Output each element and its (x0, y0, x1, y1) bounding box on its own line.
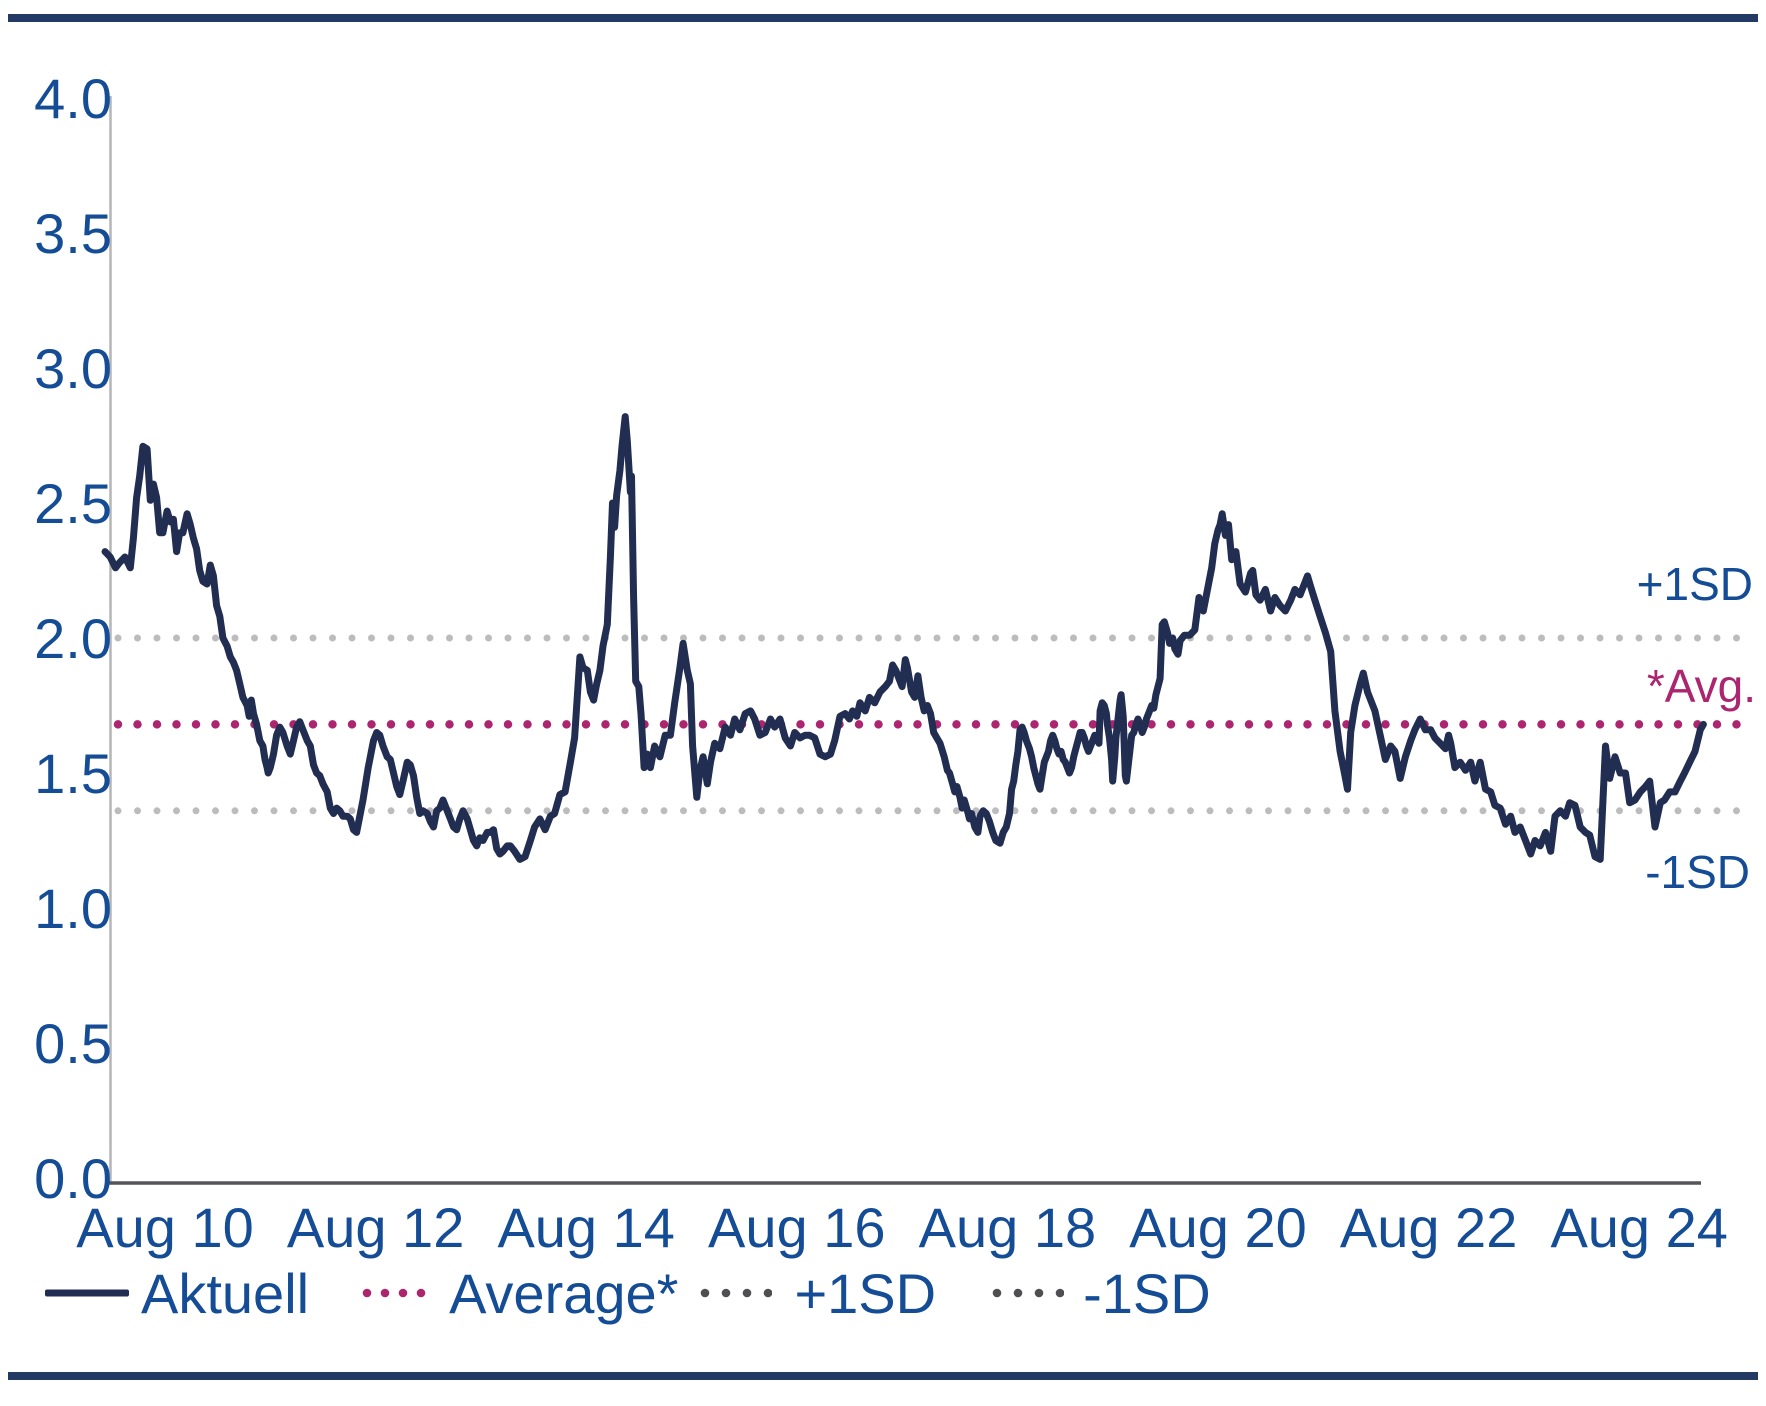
average-dot (362, 1288, 372, 1298)
plus1sd-dot (743, 1288, 752, 1298)
average-dot (380, 1288, 390, 1298)
series-line-aktuell (101, 413, 1707, 863)
plus1sd-dot (722, 1288, 731, 1298)
y-axis-tick-label: 4.0 (34, 67, 112, 130)
plus1sd-dot (701, 1288, 710, 1298)
y-axis-tick-label: 3.5 (34, 202, 112, 265)
minus1sd-annotation-label: -1SD (1645, 846, 1750, 898)
minus1sd-dot (1055, 1288, 1065, 1298)
minus1sd-dot (992, 1288, 1002, 1298)
minus1sd-dot (1013, 1288, 1023, 1298)
average-dot (416, 1288, 426, 1298)
y-axis-tick-label: 2.0 (34, 607, 112, 670)
legend-line-marker-aktuell (45, 1289, 129, 1297)
average-dot (398, 1288, 408, 1298)
average-annotation-label: *Avg. (1647, 660, 1756, 712)
x-axis-tick-label: Aug 16 (708, 1196, 886, 1259)
y-axis-tick-label: 2.5 (34, 472, 112, 535)
top-border-rule (8, 14, 1758, 22)
aktuell-line-swatch (45, 1289, 129, 1297)
legend-label-plus1sd: +1SD (794, 1261, 937, 1325)
chart-legend: Aktuell Average* +1SD -1SD (45, 1260, 1211, 1326)
x-axis-tick-label: Aug 12 (287, 1196, 465, 1259)
series-group (101, 413, 1707, 863)
legend-dots-marker-minus1sd (992, 1288, 1065, 1298)
x-axis-tick-label: Aug 22 (1340, 1196, 1518, 1259)
x-axis-tick-label: Aug 14 (497, 1196, 675, 1259)
x-axis-tick-label: Aug 18 (919, 1196, 1097, 1259)
y-axis-tick-label: 0.5 (34, 1012, 112, 1075)
x-axis-tick-label: Aug 24 (1550, 1196, 1728, 1259)
y-axis-tick-label: 1.5 (34, 742, 112, 805)
legend-dots-marker-average (362, 1288, 426, 1298)
plus1sd-dot (764, 1288, 773, 1298)
x-axis-tick-label: Aug 10 (76, 1196, 254, 1259)
y-axis-tick-label: 3.0 (34, 337, 112, 400)
bottom-border-rule (8, 1372, 1758, 1380)
x-axis-ticks-group: Aug 10 Aug 12 Aug 14 Aug 16 Aug 18 Aug 20 Aug … (76, 1196, 1728, 1259)
minus1sd-dot (1034, 1288, 1044, 1298)
legend-label-aktuell: Aktuell (141, 1261, 310, 1325)
y-axis-tick-label: 1.0 (34, 877, 112, 940)
legend-label-average: Average* (449, 1261, 679, 1325)
y-axis-tick-label: 0.0 (34, 1147, 112, 1210)
legend-dots-marker-plus1sd (701, 1288, 773, 1298)
y-axis-ticks-group: 0.0 0.5 1.0 1.5 2.0 2.5 3.0 3.5 4.0 (34, 67, 112, 1210)
legend-label-minus1sd: -1SD (1083, 1261, 1211, 1325)
x-axis-tick-label: Aug 20 (1129, 1196, 1307, 1259)
plus1sd-annotation-label: +1SD (1637, 558, 1753, 610)
